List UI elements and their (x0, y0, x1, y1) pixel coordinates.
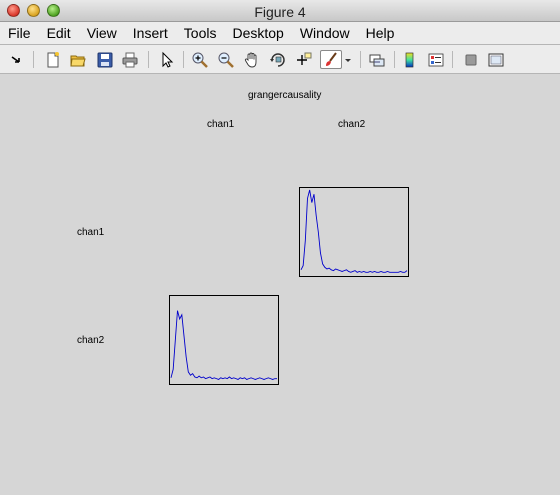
toolbar-separator (183, 51, 184, 68)
brush-icon[interactable] (320, 50, 342, 69)
menu-bar: File Edit View Insert Tools Desktop Wind… (0, 22, 560, 45)
show-plot-tools-icon[interactable] (486, 50, 506, 69)
column-label-chan2: chan2 (338, 119, 366, 130)
toolbar-separator (33, 51, 34, 68)
menu-insert[interactable]: Insert (132, 25, 168, 41)
spectrum-line (300, 189, 408, 273)
menu-file[interactable]: File (8, 25, 31, 41)
print-icon[interactable] (120, 50, 140, 69)
zoom-in-icon[interactable] (190, 50, 210, 69)
edit-plot-arrow-icon[interactable] (157, 50, 177, 69)
colorbar-icon[interactable] (400, 50, 420, 69)
data-cursor-icon[interactable] (294, 50, 314, 69)
link-plot-icon[interactable] (367, 50, 387, 69)
menu-view[interactable]: View (86, 25, 117, 41)
close-icon[interactable] (7, 4, 20, 17)
title-bar: Figure 4 (0, 0, 560, 22)
window-title: Figure 4 (254, 4, 306, 20)
zoom-out-icon[interactable] (216, 50, 236, 69)
plot-chan2-chan1 (170, 310, 277, 380)
menu-edit[interactable]: Edit (46, 25, 71, 41)
figure-canvas[interactable]: grangercausality chan1 chan2 chan1 chan2 (0, 75, 560, 495)
minimize-icon[interactable] (27, 4, 40, 17)
zoom-icon[interactable] (47, 4, 60, 17)
toolbar-separator (394, 51, 395, 68)
figure-title: grangercausality (248, 90, 322, 101)
brush-dropdown-icon[interactable] (343, 50, 353, 69)
plot-chan1-chan2 (300, 189, 408, 273)
menu-tools[interactable]: Tools (183, 25, 217, 41)
menu-help[interactable]: Help (365, 25, 395, 41)
pan-hand-icon[interactable] (242, 50, 262, 69)
dock-arrow-icon[interactable] (6, 50, 26, 69)
save-icon[interactable] (95, 50, 115, 69)
row-label-chan2: chan2 (77, 335, 105, 346)
axes-chan1-chan2[interactable] (299, 187, 409, 277)
toolbar (0, 45, 560, 74)
axes-chan2-chan1[interactable] (169, 295, 279, 385)
open-file-icon[interactable] (68, 50, 88, 69)
row-label-chan1: chan1 (77, 227, 105, 238)
column-label-chan1: chan1 (207, 119, 235, 130)
toolbar-separator (452, 51, 453, 68)
menu-window[interactable]: Window (299, 25, 350, 41)
new-figure-icon[interactable] (43, 50, 63, 69)
menu-desktop[interactable]: Desktop (232, 25, 284, 41)
spectrum-line (170, 310, 277, 380)
legend-icon[interactable] (426, 50, 446, 69)
toolbar-separator (360, 51, 361, 68)
rotate-3d-icon[interactable] (268, 50, 288, 69)
hide-plot-tools-icon[interactable] (461, 50, 481, 69)
toolbar-separator (148, 51, 149, 68)
